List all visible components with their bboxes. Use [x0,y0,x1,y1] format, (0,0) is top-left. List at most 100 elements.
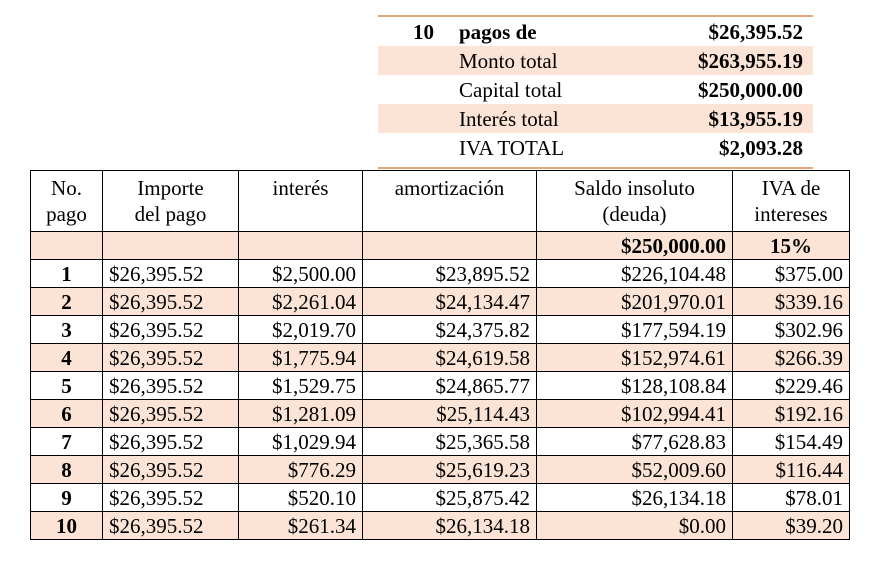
payment-amount: $26,395.52 [708,20,804,44]
cell-saldo: $177,594.19 [536,315,733,344]
cell-amortizacion: $26,134.18 [362,511,537,540]
cell-iva: $78.01 [732,483,850,512]
cell-importe: $26,395.52 [102,315,239,344]
cell-amortizacion: $25,619.23 [362,455,537,484]
cell-saldo: $128,108.84 [536,371,733,400]
cell-iva: $375.00 [732,259,850,288]
cell-amortizacion: $24,375.82 [362,315,537,344]
iva-rate: 15% [732,231,850,260]
cell-no: 7 [30,427,103,456]
cell-interes: $1,281.09 [238,399,363,428]
header-interes: interés [238,170,363,232]
cell-no: 2 [30,287,103,316]
cell-interes: $1,529.75 [238,371,363,400]
cell-iva: $192.16 [732,399,850,428]
table-row: 1 $26,395.52 $2,500.00 $23,895.52 $226,104.4… [30,259,850,288]
cell-iva: $229.46 [732,371,850,400]
cell-interes: $2,261.04 [238,287,363,316]
cell-no: 10 [30,511,103,540]
cell-amortizacion: $25,365.58 [362,427,537,456]
payments-label: pagos de [459,20,537,44]
table-row: 5 $26,395.52 $1,529.75 $24,865.77 $128,108.8… [30,371,850,400]
cell-saldo: $102,994.41 [536,399,733,428]
header-no-pago: No. pago [30,170,103,232]
summary-row-iva-total: IVA TOTAL $2,093.28 [378,133,813,162]
summary-value: $263,955.19 [698,49,803,73]
cell-importe: $26,395.52 [102,343,239,372]
summary-row-capital-total: Capital total $250,000.00 [378,75,813,104]
cell-interes: $776.29 [238,455,363,484]
table-row: 4 $26,395.52 $1,775.94 $24,619.58 $152,974.6… [30,343,850,372]
cell-importe: $26,395.52 [102,287,239,316]
header-amortizacion: amortización [362,170,537,232]
table-row: 7 $26,395.52 $1,029.94 $25,365.58 $77,628.83… [30,427,850,456]
table-row: 10 $26,395.52 $261.34 $26,134.18 $0.00 $39.20 [30,511,850,540]
cell-interes: $2,019.70 [238,315,363,344]
summary-label: Capital total [459,78,563,102]
cell-amortizacion: $25,875.42 [362,483,537,512]
cell-no: 9 [30,483,103,512]
cell-importe: $26,395.52 [102,427,239,456]
cell-interes: $1,775.94 [238,343,363,372]
summary-row-interes-total: Interés total $13,955.19 [378,104,813,133]
cell-importe: $26,395.52 [102,399,239,428]
cell-iva: $302.96 [732,315,850,344]
cell-no: 4 [30,343,103,372]
summary-value: $2,093.28 [719,136,803,160]
amortization-table: No. pago Importe del pago interés amorti… [30,170,850,540]
table-row: 9 $26,395.52 $520.10 $25,875.42 $26,134.18 $7… [30,483,850,512]
summary-bottom-rule [378,167,813,169]
header-iva: IVA de intereses [732,170,850,232]
cell-amortizacion: $23,895.52 [362,259,537,288]
cell-interes: $520.10 [238,483,363,512]
cell-importe: $26,395.52 [102,371,239,400]
cell-importe: $26,395.52 [102,259,239,288]
cell-no: 8 [30,455,103,484]
summary-value: $250,000.00 [698,78,803,102]
cell-amortizacion: $25,114.43 [362,399,537,428]
cell-amortizacion: $24,619.58 [362,343,537,372]
table-row: 8 $26,395.52 $776.29 $25,619.23 $52,009.60 $1… [30,455,850,484]
table-row: 3 $26,395.52 $2,019.70 $24,375.82 $177,594.1… [30,315,850,344]
table-cell [30,231,103,260]
header-saldo: Saldo insoluto (deuda) [536,170,733,232]
cell-interes: $2,500.00 [238,259,363,288]
cell-iva: $116.44 [732,455,850,484]
summary-top-rule [378,15,813,17]
cell-no: 1 [30,259,103,288]
cell-iva: $154.49 [732,427,850,456]
cell-no: 5 [30,371,103,400]
cell-iva: $39.20 [732,511,850,540]
payments-count: 10 [413,20,434,44]
summary-value: $13,955.19 [708,107,804,131]
table-cell [102,231,239,260]
table-row: 6 $26,395.52 $1,281.09 $25,114.43 $102,994.4… [30,399,850,428]
cell-iva: $266.39 [732,343,850,372]
summary-label: Interés total [459,107,559,131]
cell-saldo: $201,970.01 [536,287,733,316]
cell-no: 3 [30,315,103,344]
cell-importe: $26,395.52 [102,511,239,540]
summary-label: IVA TOTAL [459,136,565,160]
cell-importe: $26,395.52 [102,455,239,484]
cell-iva: $339.16 [732,287,850,316]
table-header-row: No. pago Importe del pago interés amorti… [30,170,850,232]
cell-saldo: $26,134.18 [536,483,733,512]
cell-interes: $1,029.94 [238,427,363,456]
cell-amortizacion: $24,134.47 [362,287,537,316]
cell-saldo: $0.00 [536,511,733,540]
cell-importe: $26,395.52 [102,483,239,512]
cell-no: 6 [30,399,103,428]
initial-balance: $250,000.00 [536,231,733,260]
cell-saldo: $77,628.83 [536,427,733,456]
initial-balance-row: $250,000.00 15% [30,231,850,260]
table-cell [238,231,363,260]
cell-saldo: $226,104.48 [536,259,733,288]
summary-label: Monto total [459,49,558,73]
cell-saldo: $52,009.60 [536,455,733,484]
cell-amortizacion: $24,865.77 [362,371,537,400]
header-importe: Importe del pago [102,170,239,232]
table-cell [362,231,537,260]
summary-payments-row: 10 pagos de $26,395.52 [378,17,813,46]
loan-summary: 10 pagos de $26,395.52 Monto total $263,… [378,15,813,169]
